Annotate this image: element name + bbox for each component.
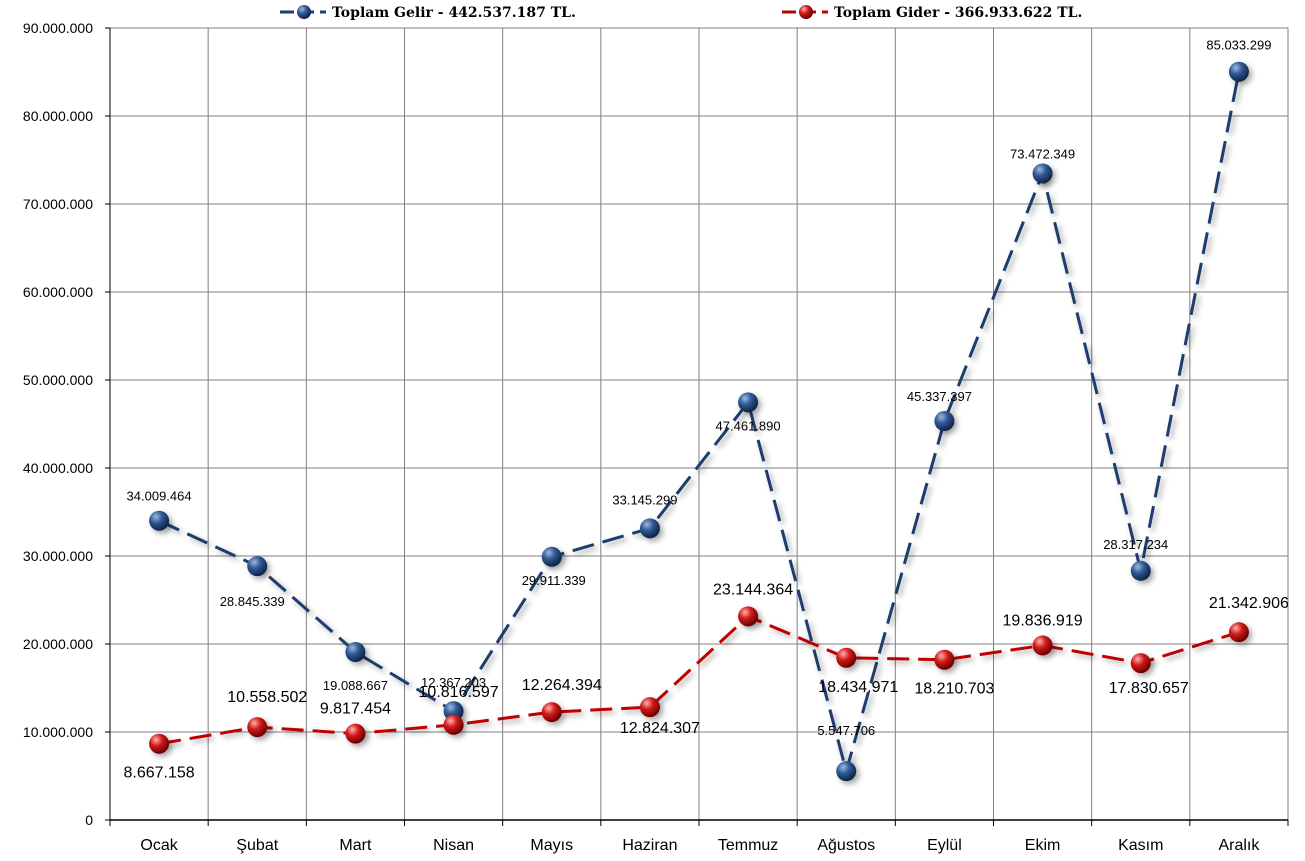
data-label-gelir: 28.317.234 (1103, 537, 1168, 552)
x-tick-label: Mart (339, 837, 372, 854)
point-gider (1130, 653, 1151, 674)
data-labels: 34.009.464 28.845.339 19.088.667 12.367.203… (123, 38, 1289, 782)
data-label-gider: 17.830.657 (1109, 680, 1189, 697)
x-axis: Ocak Şubat Mart Nisan Mayıs Haziran Temmuz Ağus… (109, 819, 1289, 854)
x-tick-label: Eylül (927, 837, 962, 854)
series-markers (149, 61, 1249, 782)
point-gelir (639, 518, 660, 539)
data-label-gelir: 29.911.339 (522, 573, 586, 588)
x-tick-label: Ağustos (817, 837, 875, 854)
point-gider (1032, 635, 1053, 656)
data-label-gelir: 85.033.299 (1206, 38, 1271, 53)
data-label-gider: 19.836.919 (1003, 612, 1083, 629)
point-gelir (1228, 61, 1249, 82)
point-gider (1228, 622, 1249, 643)
y-tick-label: 60.000.000 (23, 284, 93, 300)
point-gider (836, 647, 857, 668)
point-gelir (738, 392, 759, 413)
y-tick-label: 50.000.000 (23, 372, 93, 388)
point-gider (541, 702, 562, 723)
point-gider (443, 714, 464, 735)
grid (109, 27, 1289, 821)
point-gelir (1032, 163, 1053, 184)
point-gelir (541, 546, 562, 567)
data-label-gelir: 73.472.349 (1010, 146, 1075, 161)
y-tick-label: 20.000.000 (23, 636, 93, 652)
point-gider (934, 649, 955, 670)
x-tick-label: Mayıs (530, 837, 573, 854)
data-label-gelir: 19.088.667 (323, 678, 388, 693)
data-label-gider: 18.210.703 (914, 681, 994, 698)
data-label-gelir: 34.009.464 (127, 489, 192, 504)
legend-label-gelir: Toplam Gelir - 442.537.187 TL. (332, 5, 576, 21)
y-tick-label: 0 (85, 812, 93, 828)
x-tick-label: Ekim (1025, 837, 1061, 854)
point-gelir (149, 510, 170, 531)
point-gelir (836, 761, 857, 782)
data-label-gider: 10.816.597 (419, 684, 499, 701)
x-tick-label: Aralık (1218, 837, 1260, 854)
y-tick-label: 40.000.000 (23, 460, 93, 476)
data-label-gider: 12.824.307 (620, 720, 700, 737)
point-gelir (1130, 560, 1151, 581)
y-tick-label: 10.000.000 (23, 724, 93, 740)
point-gelir (247, 556, 268, 577)
data-label-gider: 10.558.502 (227, 689, 307, 706)
y-tick-label: 30.000.000 (23, 548, 93, 564)
data-label-gider: 8.667.158 (123, 765, 194, 782)
y-axis: 0 10.000.000 20.000.000 30.000.000 40.000.00… (23, 20, 111, 828)
legend: Toplam Gelir - 442.537.187 TL. Toplam Gid… (280, 5, 1082, 21)
x-tick-label: Temmuz (718, 837, 778, 854)
legend-label-gider: Toplam Gider - 366.933.622 TL. (834, 5, 1082, 21)
x-tick-label: Ocak (140, 837, 178, 854)
data-label-gelir: 47.461.890 (716, 418, 781, 433)
point-gider (639, 697, 660, 718)
legend-marker-gider (799, 5, 813, 19)
y-tick-label: 70.000.000 (23, 196, 93, 212)
data-label-gelir: 45.337.397 (907, 389, 972, 404)
x-tick-label: Şubat (236, 837, 278, 854)
point-gider (345, 723, 366, 744)
y-tick-label: 80.000.000 (23, 108, 93, 124)
point-gelir (934, 411, 955, 432)
data-label-gelir: 28.845.339 (220, 594, 285, 609)
x-tick-label: Haziran (622, 837, 677, 854)
data-label-gider: 18.434.971 (818, 679, 898, 696)
data-label-gelir: 5.547.706 (817, 723, 875, 738)
x-tick-label: Kasım (1118, 837, 1163, 854)
point-gider (247, 717, 268, 738)
series-lines (158, 71, 1241, 773)
legend-marker-gelir (297, 5, 311, 19)
data-label-gider: 23.144.364 (713, 581, 793, 598)
data-label-gelir: 33.145.299 (612, 492, 677, 507)
x-tick-label: Nisan (433, 837, 474, 854)
point-gider (738, 606, 759, 627)
data-label-gider: 9.817.454 (320, 701, 391, 718)
data-label-gider: 12.264.394 (522, 677, 602, 694)
y-tick-label: 90.000.000 (23, 20, 93, 36)
point-gelir (345, 642, 366, 663)
series-line-gider (158, 614, 1240, 746)
data-label-gelir: 12.367.203 (421, 675, 486, 690)
point-gider (149, 733, 170, 754)
series-line-gelir (158, 71, 1241, 773)
data-label-gider: 21.342.906 (1209, 595, 1289, 612)
